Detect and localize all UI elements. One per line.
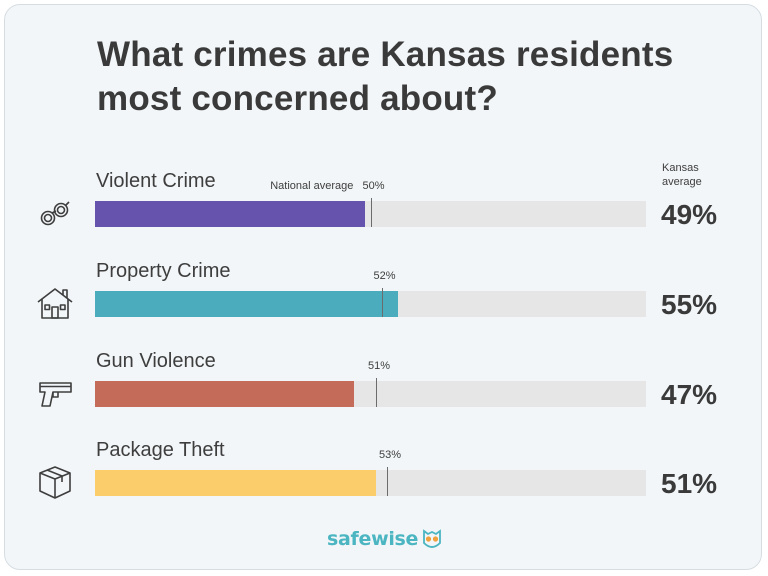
bar-property-crime — [95, 291, 399, 317]
national-average-label: National average 50% — [270, 179, 384, 193]
house-icon — [33, 281, 77, 325]
row-violent-crime: Violent Crime National average 50% 49% — [5, 157, 763, 237]
brand-wordmark: safewise — [327, 528, 419, 550]
kansas-header-line2: average — [662, 176, 702, 188]
national-average-marker — [370, 198, 372, 227]
row-property-crime: Property Crime 52% 55% — [5, 247, 763, 327]
gun-icon — [33, 371, 77, 415]
row-gun-violence: Gun Violence 51% 47% — [5, 337, 763, 417]
national-average-marker — [376, 378, 377, 407]
kansas-average-value: 47% — [661, 379, 718, 410]
national-average-value: 52% — [373, 269, 395, 283]
bar-violent-crime — [95, 201, 365, 227]
bar-gun-violence — [95, 381, 354, 407]
national-average-value: 53% — [379, 448, 401, 462]
row-package-theft: Package Theft 53% 51% — [5, 426, 763, 506]
safewise-logo: safewise — [327, 525, 443, 553]
infographic-card: What crimes are Kansas residents most co… — [4, 4, 762, 570]
national-average-value: 51% — [368, 359, 390, 373]
kansas-header-line1: Kansas — [662, 162, 699, 174]
row-label: Package Theft — [96, 439, 225, 461]
bar-package-theft — [95, 470, 376, 496]
national-average-value-text: 51% — [367, 360, 390, 372]
owl-icon — [421, 527, 443, 551]
row-label: Violent Crime — [96, 170, 216, 192]
national-average-value-text: 53% — [378, 449, 402, 461]
kansas-average-header: Kansas average — [662, 161, 702, 189]
national-average-value: 50% — [362, 180, 385, 192]
bar-track — [95, 291, 646, 317]
national-average-text: National average — [270, 180, 354, 192]
chart-title: What crimes are Kansas residents most co… — [97, 35, 674, 118]
kansas-average-value: 55% — [661, 289, 718, 320]
package-icon — [33, 460, 77, 504]
row-label: Property Crime — [96, 260, 231, 282]
row-label: Gun Violence — [96, 350, 216, 372]
kansas-average-value: 51% — [661, 468, 718, 499]
kansas-average-value: 49% — [661, 199, 718, 230]
bar-track — [95, 470, 646, 496]
national-average-marker — [381, 288, 383, 317]
bar-track — [95, 381, 646, 407]
national-average-marker — [387, 467, 389, 496]
national-average-value-text: 52% — [373, 270, 396, 282]
handcuffs-icon — [33, 191, 77, 235]
